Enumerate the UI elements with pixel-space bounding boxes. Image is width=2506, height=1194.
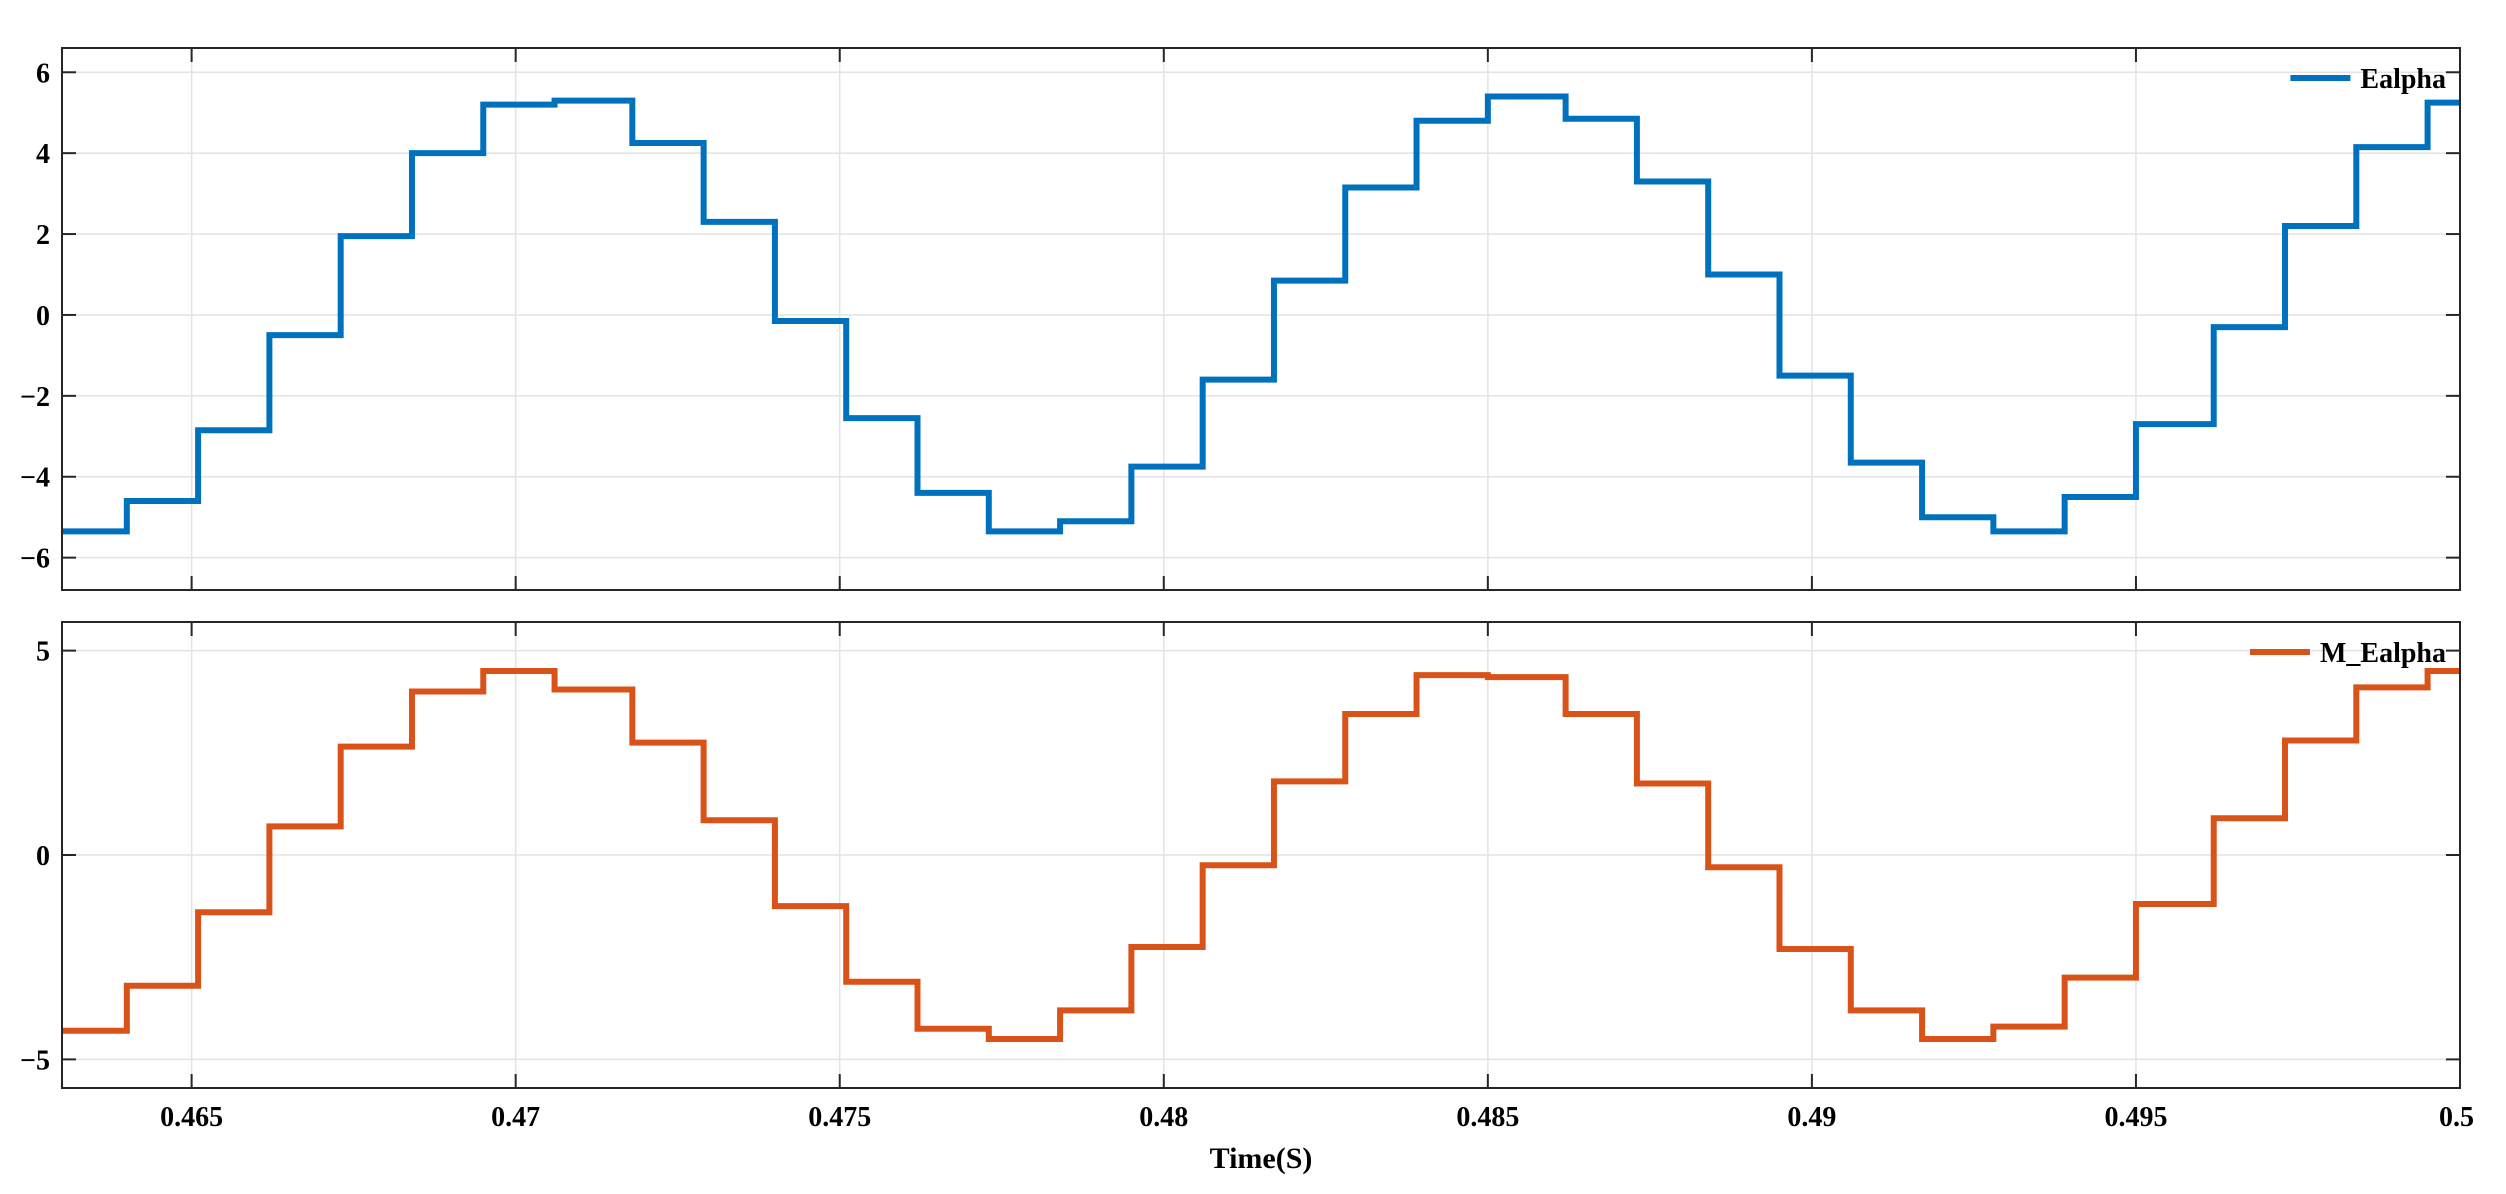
y-tick-label: 6 [36,58,50,89]
x-tick-label: 0.465 [160,1102,223,1133]
legend-label: Ealpha [2360,64,2446,95]
legend-label: M_Ealpha [2320,638,2446,669]
x-tick-label: 0.495 [2104,1102,2167,1133]
x-tick-label: 0.5 [2439,1102,2474,1133]
y-tick-label: 0 [36,301,50,332]
x-tick-label: 0.47 [491,1102,540,1133]
y-tick-label: −4 [20,463,50,494]
x-axis-label: Time(S) [1210,1142,1313,1175]
x-tick-label: 0.485 [1456,1102,1519,1133]
y-tick-label: 5 [36,637,50,668]
series-line-m-ealpha [62,668,2460,1042]
y-tick-label: 0 [36,841,50,872]
series-line-ealpha [62,93,2460,535]
x-tick-label: 0.475 [808,1102,871,1133]
x-tick-label: 0.48 [1139,1102,1188,1133]
y-tick-label: 2 [36,220,50,251]
y-tick-label: 4 [36,139,50,170]
y-tick-label: −2 [20,382,50,413]
y-tick-label: −5 [20,1045,50,1076]
x-tick-label: 0.49 [1787,1102,1836,1133]
y-tick-label: −6 [20,544,50,575]
axes-box [61,47,2461,591]
